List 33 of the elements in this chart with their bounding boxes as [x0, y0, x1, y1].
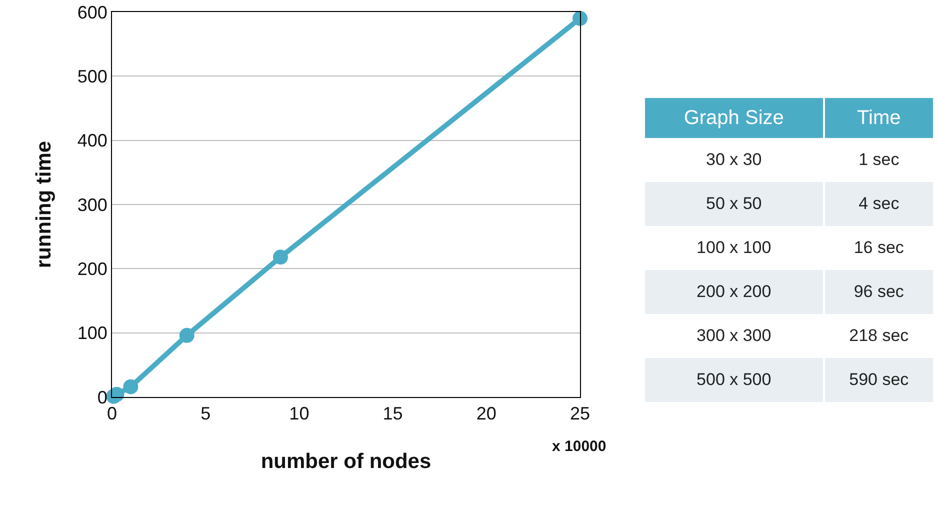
- point: [123, 379, 138, 394]
- category-label: 500 x 500: [645, 358, 824, 402]
- x-axis-title: number of nodes: [260, 450, 432, 473]
- y-tick-label: 500: [77, 66, 108, 86]
- text: 218 sec: [849, 326, 909, 345]
- point: [272, 250, 288, 265]
- category-label: 100 x 100: [645, 226, 824, 270]
- x-tick-label: 20: [476, 404, 496, 424]
- y-tick-label: 600: [77, 2, 108, 22]
- text: x 10000: [552, 438, 606, 455]
- text: 96 sec: [854, 282, 904, 301]
- text: 16 sec: [854, 238, 904, 257]
- y-tick-label: 100: [77, 323, 108, 344]
- x-tick-label: 25: [570, 404, 590, 424]
- point: [179, 328, 194, 343]
- x-tick-label: 10: [289, 404, 310, 424]
- y-tick-label: 300: [77, 194, 108, 215]
- category-label: 200 x 200: [645, 270, 824, 314]
- y-tick-label: 200: [77, 258, 108, 279]
- text: 4 sec: [858, 194, 900, 213]
- text: Time: [824, 98, 934, 138]
- x-tick-label: 15: [382, 404, 403, 424]
- text: 1 sec: [858, 150, 900, 169]
- y-tick-label: 400: [77, 130, 108, 151]
- category-label: 300 x 300: [645, 314, 824, 358]
- y-tick-label: 0: [97, 387, 108, 408]
- category-label: 50 x 50: [645, 182, 824, 226]
- x-tick-label: 5: [200, 404, 211, 424]
- text: 590 sec: [849, 370, 909, 389]
- category-label: 30 x 30: [645, 138, 824, 182]
- y-axis-title: running time: [32, 140, 56, 268]
- point: [572, 10, 588, 26]
- text: Graph Size: [645, 98, 824, 138]
